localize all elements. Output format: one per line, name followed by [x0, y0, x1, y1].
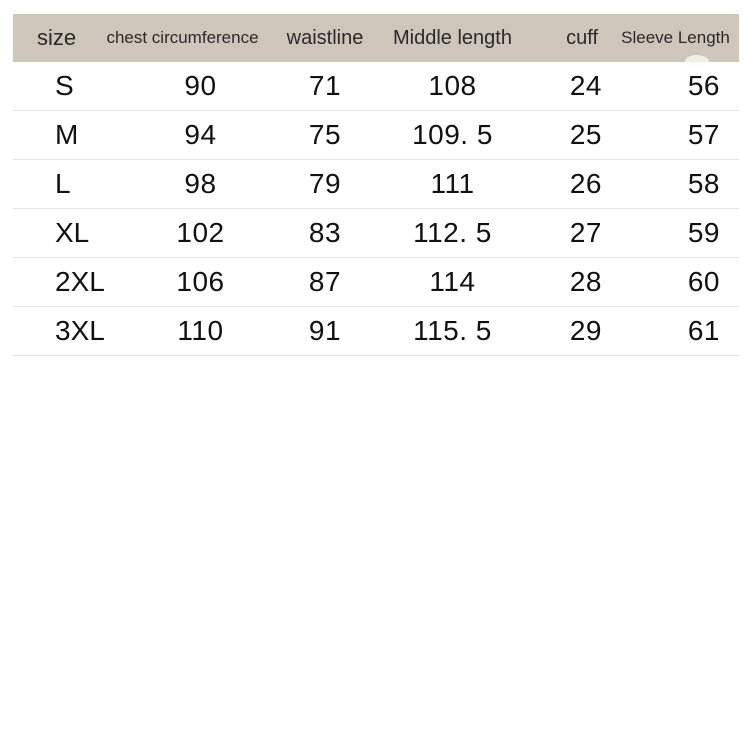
cell-waist: 79 [265, 159, 385, 209]
size-chart-table: size chest circumference waistline Middl… [13, 14, 739, 356]
cell-chest: 102 [100, 208, 265, 258]
table-row-l: L 98 79 111 26 58 [13, 159, 739, 209]
cell-cuff: 27 [520, 208, 612, 258]
cell-cuff: 24 [520, 62, 612, 111]
cell-chest: 90 [100, 62, 265, 111]
cell-sleeve: 56 [612, 62, 739, 111]
header-cell-chest-circumference: chest circumference [100, 14, 265, 62]
cell-waist: 75 [265, 110, 385, 160]
cell-middle: 114 [385, 257, 520, 307]
header-cell-middle-length: Middle length [385, 14, 520, 62]
cell-sleeve: 60 [612, 257, 739, 307]
cell-size: 2XL [13, 257, 105, 307]
cell-sleeve: 57 [612, 110, 739, 160]
cell-middle: 115. 5 [385, 306, 520, 356]
cell-cuff: 29 [520, 306, 612, 356]
cell-size: XL [13, 208, 100, 258]
cell-middle: 111 [385, 159, 520, 209]
cell-size: L [13, 159, 100, 209]
cell-waist: 71 [265, 62, 385, 111]
table-row-3xl: 3XL 110 91 115. 5 29 61 [13, 306, 739, 356]
table-row-2xl: 2XL 106 87 114 28 60 [13, 257, 739, 307]
cell-size: M [13, 110, 100, 160]
header-cell-sleeve-length: Sleeve Length [612, 14, 739, 62]
table-row-m: M 94 75 109. 5 25 57 [13, 110, 739, 160]
cell-chest: 94 [100, 110, 265, 160]
cell-middle: 112. 5 [385, 208, 520, 258]
cell-cuff: 26 [520, 159, 612, 209]
cell-chest: 98 [100, 159, 265, 209]
cell-waist: 91 [265, 306, 385, 356]
cell-sleeve: 58 [612, 159, 739, 209]
cell-middle: 108 [385, 62, 520, 111]
header-row: size chest circumference waistline Middl… [13, 14, 739, 62]
table-row-xl: XL 102 83 112. 5 27 59 [13, 208, 739, 258]
cell-size: S [13, 62, 100, 111]
cell-sleeve: 61 [612, 306, 739, 356]
cell-waist: 83 [265, 208, 385, 258]
cell-cuff: 28 [520, 257, 612, 307]
cell-middle: 109. 5 [385, 110, 520, 160]
header-cell-cuff: cuff [520, 14, 612, 62]
cell-chest: 106 [100, 257, 265, 307]
header-cell-size: size [13, 14, 100, 62]
cell-chest: 110 [100, 306, 265, 356]
cell-cuff: 25 [520, 110, 612, 160]
cell-waist: 87 [265, 257, 385, 307]
header-cell-waistline: waistline [265, 14, 385, 62]
cell-sleeve: 59 [612, 208, 739, 258]
cell-size: 3XL [13, 306, 105, 356]
table-row-s: S 90 71 108 24 56 [13, 62, 739, 111]
